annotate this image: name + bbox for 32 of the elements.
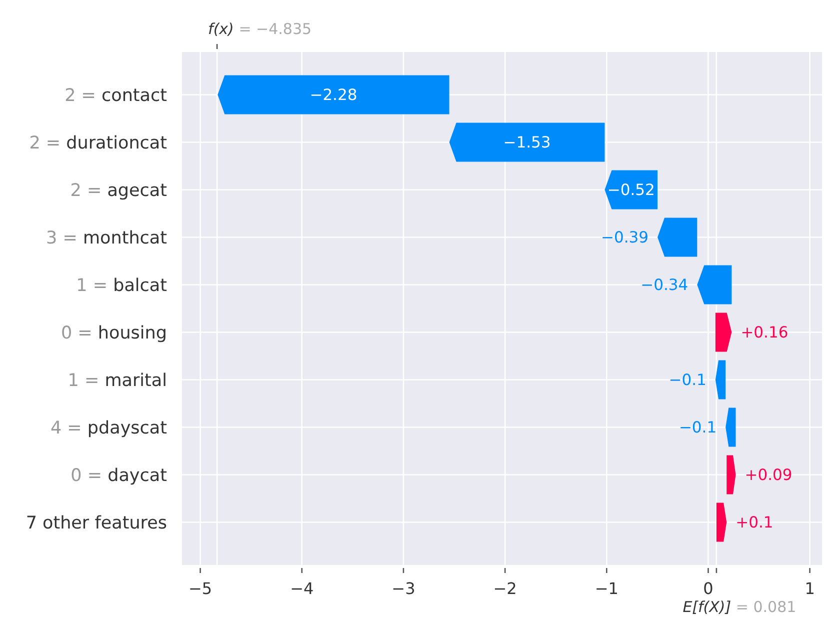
data-label: −1.53 — [503, 134, 551, 152]
y-tick-label: 2 = contact — [64, 86, 168, 106]
x-tick-label: 0 — [703, 579, 714, 598]
x-tick-label: −4 — [290, 579, 314, 598]
data-label: −2.28 — [310, 86, 358, 104]
data-label: +0.09 — [744, 466, 792, 484]
x-tick-label: −1 — [594, 579, 618, 598]
y-tick-label: 1 = balcat — [76, 276, 168, 296]
data-label: +0.1 — [736, 514, 774, 532]
x-tick-label: −2 — [493, 579, 517, 598]
y-tick-label: 0 = daycat — [70, 466, 168, 486]
y-tick-label: 0 = housing — [60, 323, 167, 344]
data-label: −0.52 — [607, 181, 655, 200]
bar — [218, 75, 450, 114]
y-tick-label: 7 other features — [26, 513, 167, 534]
data-label: −0.1 — [668, 371, 706, 390]
bar — [449, 122, 605, 162]
data-label: −0.39 — [601, 228, 649, 247]
bar — [604, 170, 658, 210]
x-tick-label: −3 — [392, 579, 416, 598]
ref-line-label: E[f(X)] = 0.081 — [682, 598, 796, 616]
y-tick-label: 2 = durationcat — [29, 133, 168, 154]
y-tick-label: 2 = agecat — [70, 180, 168, 201]
ref-line-label: f(x) = −4.835 — [208, 20, 312, 38]
y-tick-label: 1 = marital — [68, 370, 167, 391]
x-tick-label: 1 — [804, 579, 815, 598]
data-label: +0.16 — [740, 324, 788, 342]
x-tick-label: −5 — [188, 579, 212, 598]
y-tick-label: 3 = monthcat — [46, 228, 168, 248]
data-label: −0.34 — [640, 276, 688, 294]
y-tick-label: 4 = pdayscat — [50, 418, 168, 438]
data-label: −0.1 — [678, 418, 717, 437]
